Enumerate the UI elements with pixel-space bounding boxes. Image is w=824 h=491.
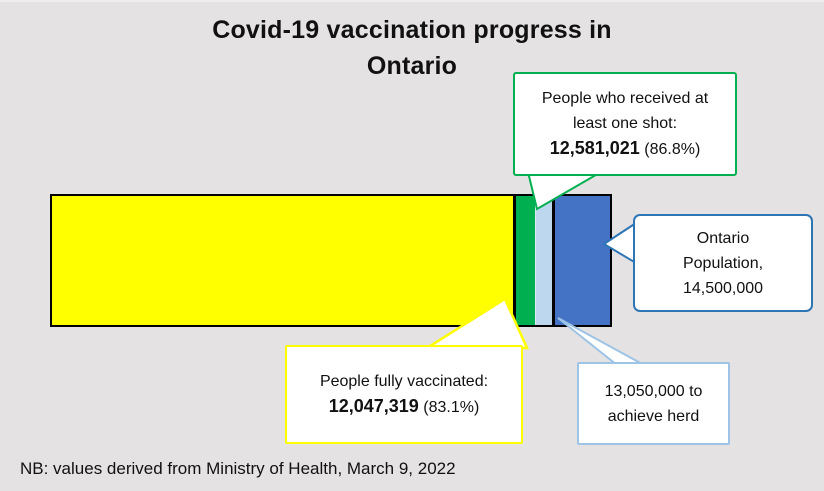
fully-vaccinated-callout: People fully vaccinated: 12,047,319 (83.… bbox=[285, 345, 523, 444]
population-callout-line3: 14,500,000 bbox=[682, 279, 764, 297]
chart-title: Covid-19 vaccination progress in Ontario bbox=[0, 12, 824, 84]
one-shot-callout-line1: People who received at bbox=[541, 90, 709, 107]
one-shot-callout-line2: least one shot: bbox=[572, 115, 678, 132]
fully-value: 12,047,319 bbox=[328, 396, 419, 416]
one-shot-callout-value-line: 12,581,021 (86.8%) bbox=[515, 136, 735, 162]
herd-callout-line1: 13,050,000 to bbox=[604, 382, 703, 400]
one-shot-value: 12,581,021 bbox=[549, 138, 640, 158]
herd-callout-line2: achieve herd bbox=[607, 407, 700, 425]
source-footnote: NB: values derived from Ministry of Heal… bbox=[20, 459, 456, 478]
chart-title-line1: Covid-19 vaccination progress in bbox=[212, 16, 612, 44]
segment-population-remainder bbox=[552, 196, 610, 325]
segment-fully-vaccinated bbox=[52, 196, 516, 325]
stacked-bar bbox=[50, 194, 612, 327]
fully-callout-value-line: 12,047,319 (83.1%) bbox=[287, 394, 521, 420]
one-shot-callout: People who received at least one shot: 1… bbox=[513, 72, 737, 176]
segment-herd-threshold-gap bbox=[535, 196, 552, 325]
fully-percent: (83.1%) bbox=[423, 399, 480, 416]
population-callout-line2: Population, bbox=[682, 254, 764, 272]
population-callout: Ontario Population, 14,500,000 bbox=[633, 214, 813, 312]
one-shot-percent: (86.8%) bbox=[644, 141, 701, 158]
fully-callout-line1: People fully vaccinated: bbox=[319, 373, 489, 390]
chart-title-line2: Ontario bbox=[366, 52, 458, 80]
population-callout-line1: Ontario bbox=[696, 229, 750, 247]
herd-callout: 13,050,000 to achieve herd bbox=[577, 362, 730, 445]
segment-one-shot-increment bbox=[516, 196, 535, 325]
